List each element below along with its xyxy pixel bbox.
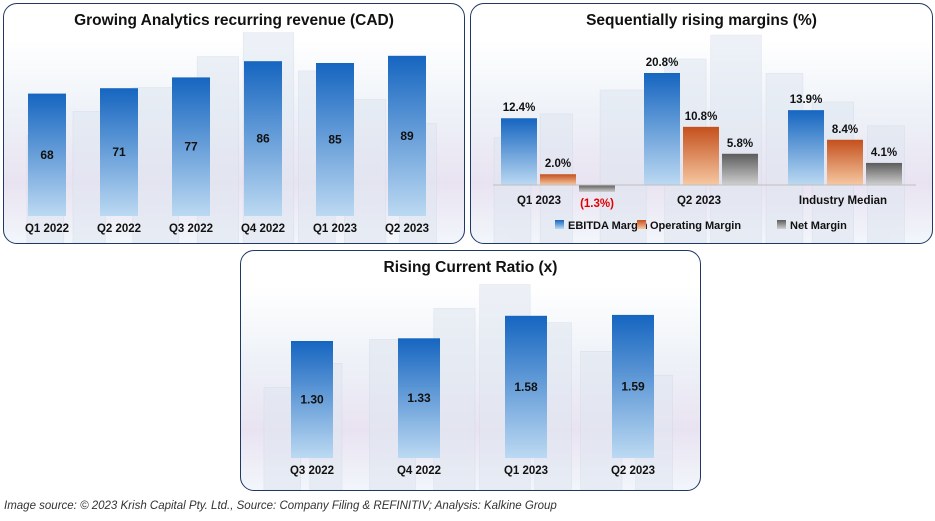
legend-label: Operating Margin xyxy=(650,220,741,232)
category-label: Q1 2023 xyxy=(313,223,357,235)
category-label: Q2 2023 xyxy=(385,223,429,235)
category-label: Q2 2023 xyxy=(677,195,721,207)
background-building xyxy=(132,87,180,243)
legend-label: Net Margin xyxy=(790,220,847,232)
bar xyxy=(579,185,615,192)
data-label: 1.58 xyxy=(514,380,538,394)
bar xyxy=(827,139,863,185)
data-label: 4.1% xyxy=(871,147,897,159)
category-label: Q4 2022 xyxy=(397,465,441,477)
data-label: 20.8% xyxy=(646,57,679,69)
bar xyxy=(388,55,426,216)
bar xyxy=(291,341,333,458)
data-label: 1.33 xyxy=(407,391,431,405)
bar xyxy=(540,174,576,185)
bar xyxy=(28,93,66,216)
bar xyxy=(172,77,210,217)
background-building xyxy=(72,111,106,243)
data-label: 71 xyxy=(112,145,126,159)
data-label: 5.8% xyxy=(727,138,753,150)
data-label: 85 xyxy=(328,133,342,147)
category-label: Q1 2022 xyxy=(25,223,69,235)
bar xyxy=(100,88,138,216)
bar xyxy=(612,314,654,458)
data-label: 77 xyxy=(184,140,198,154)
data-label: 2.0% xyxy=(545,158,571,170)
source-note: Image source: © 2023 Krish Capital Pty. … xyxy=(4,500,557,512)
data-label: 13.9% xyxy=(790,94,823,106)
data-label: 12.4% xyxy=(503,102,536,114)
category-label: Q3 2022 xyxy=(169,223,213,235)
legend-swatch-ebitda xyxy=(555,220,564,229)
data-label: 68 xyxy=(40,148,54,162)
bar xyxy=(683,126,719,185)
bar xyxy=(316,63,354,216)
bar xyxy=(505,315,547,458)
data-label: 89 xyxy=(400,129,414,143)
data-label: 10.8% xyxy=(685,111,718,123)
current-ratio-chart-title: Rising Current Ratio (x) xyxy=(383,259,558,276)
bar xyxy=(722,153,758,185)
data-label: 1.59 xyxy=(621,379,645,393)
current-ratio-chart-panel: Rising Current Ratio (x) 1.30 Q3 2022 1.33… xyxy=(240,250,701,491)
current-ratio-chart: 1.30 Q3 2022 1.33 Q4 2022 1.58 Q1 2023 1.59 Q2 … xyxy=(263,284,673,490)
revenue-chart-panel: Growing Analytics recurring revenue (CAD… xyxy=(3,3,465,244)
background-building xyxy=(599,89,647,243)
background-building xyxy=(710,34,762,243)
data-label: 8.4% xyxy=(832,124,858,136)
bar xyxy=(788,110,824,185)
legend-swatch-operating xyxy=(637,220,646,229)
category-label: Q3 2022 xyxy=(290,465,334,477)
data-label: 86 xyxy=(256,132,270,146)
margins-chart-panel: Sequentially rising margins (%) 12.4% 20.… xyxy=(470,3,933,244)
revenue-chart: 68 Q1 2022 71 Q2 2022 77 Q3 2022 86 Q4 2022 85 Q1… xyxy=(25,32,437,243)
category-label: Q1 2023 xyxy=(504,465,548,477)
margins-chart: 12.4% 20.8% 13.9% 2.0% 10.8% 8.4% (1.3%) 5.8% 4.… xyxy=(493,34,916,243)
bar xyxy=(398,338,440,458)
category-label: Q2 2023 xyxy=(611,465,655,477)
category-label: Industry Median xyxy=(799,195,887,207)
category-label: Q2 2022 xyxy=(97,223,141,235)
data-label: 1.30 xyxy=(300,393,324,407)
data-label: (1.3%) xyxy=(580,198,614,210)
legend-label: EBITDA Margin xyxy=(568,220,648,232)
bar xyxy=(244,61,282,217)
revenue-chart-title: Growing Analytics recurring revenue (CAD… xyxy=(74,12,394,29)
bar xyxy=(501,118,537,185)
category-label: Q4 2022 xyxy=(241,223,285,235)
category-label: Q1 2023 xyxy=(517,195,561,207)
legend-swatch-net xyxy=(777,220,786,229)
bar xyxy=(866,162,902,185)
margins-chart-title: Sequentially rising margins (%) xyxy=(586,12,817,29)
bar xyxy=(644,73,680,185)
